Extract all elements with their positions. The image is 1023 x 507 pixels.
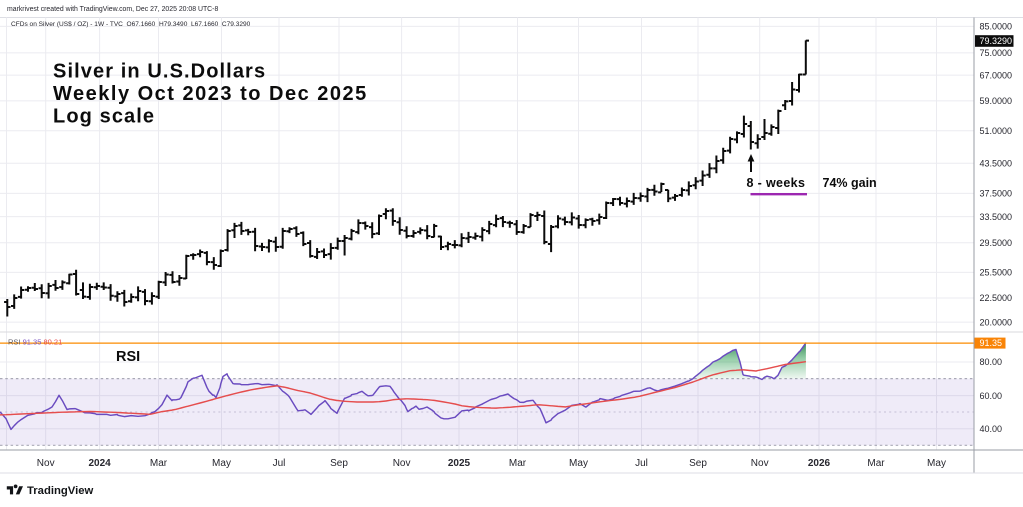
svg-text:Sep: Sep xyxy=(330,458,348,469)
svg-text:Nov: Nov xyxy=(393,458,411,469)
svg-text:May: May xyxy=(569,458,588,469)
svg-text:43.5000: 43.5000 xyxy=(980,158,1013,168)
svg-text:25.5000: 25.5000 xyxy=(980,268,1013,278)
svg-text:Mar: Mar xyxy=(509,458,527,469)
svg-text:74% gain: 74% gain xyxy=(823,176,877,190)
svg-text:59.0000: 59.0000 xyxy=(980,96,1013,106)
svg-text:May: May xyxy=(212,458,231,469)
svg-text:2024: 2024 xyxy=(88,458,111,469)
svg-text:91.35: 91.35 xyxy=(980,338,1003,348)
svg-text:RSI 91.35 80.21: RSI 91.35 80.21 xyxy=(8,337,62,346)
svg-text:67.0000: 67.0000 xyxy=(980,70,1013,80)
svg-text:May: May xyxy=(927,458,946,469)
svg-text:Nov: Nov xyxy=(37,458,55,469)
svg-text:Mar: Mar xyxy=(150,458,168,469)
svg-text:Nov: Nov xyxy=(751,458,769,469)
svg-text:Sep: Sep xyxy=(689,458,707,469)
svg-text:Jul: Jul xyxy=(273,458,286,469)
svg-text:79.3290: 79.3290 xyxy=(980,36,1013,46)
svg-text:Log scale: Log scale xyxy=(53,106,155,128)
svg-text:markrivest created with Tradin: markrivest created with TradingView.com,… xyxy=(7,6,218,13)
svg-text:37.5000: 37.5000 xyxy=(980,189,1013,199)
svg-text:75.0000: 75.0000 xyxy=(980,48,1013,58)
svg-text:Mar: Mar xyxy=(867,458,885,469)
svg-text:80.00: 80.00 xyxy=(980,357,1003,367)
svg-text:20.0000: 20.0000 xyxy=(980,317,1013,327)
svg-text:Silver in U.S.Dollars: Silver in U.S.Dollars xyxy=(53,61,266,83)
svg-text:Jul: Jul xyxy=(635,458,648,469)
svg-text:TradingView: TradingView xyxy=(27,485,94,497)
svg-text:40.00: 40.00 xyxy=(980,424,1003,434)
svg-text:2025: 2025 xyxy=(448,458,471,469)
svg-text:33.5000: 33.5000 xyxy=(980,212,1013,222)
svg-text:Weekly Oct 2023 to Dec 2025: Weekly Oct 2023 to Dec 2025 xyxy=(53,83,368,105)
svg-text:RSI: RSI xyxy=(116,349,140,365)
svg-text:22.5000: 22.5000 xyxy=(980,293,1013,303)
svg-text:CFDs on Silver (US$ / OZ) - 1W: CFDs on Silver (US$ / OZ) - 1W - TVC O67… xyxy=(11,21,251,28)
svg-text:60.00: 60.00 xyxy=(980,391,1003,401)
svg-text:85.0000: 85.0000 xyxy=(980,22,1013,32)
svg-text:51.0000: 51.0000 xyxy=(980,126,1013,136)
svg-text:8 - weeks: 8 - weeks xyxy=(747,176,806,190)
svg-text:29.5000: 29.5000 xyxy=(980,238,1013,248)
svg-text:2026: 2026 xyxy=(808,458,831,469)
